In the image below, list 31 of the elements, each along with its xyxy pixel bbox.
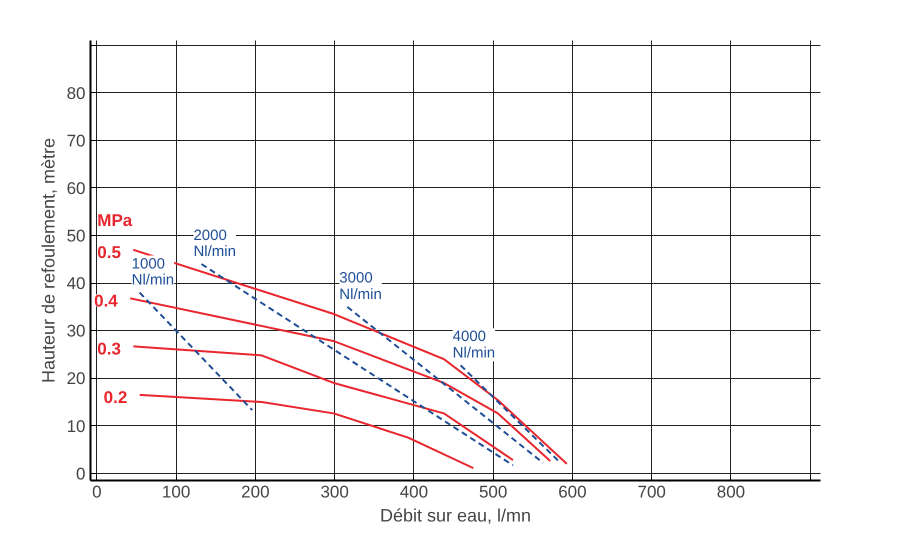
x-tick-label: 100 <box>162 482 190 502</box>
y-axis-title: Hauteur de refoulement, mètre <box>38 138 59 384</box>
annotation: MPa <box>97 210 133 230</box>
x-tick-label: 500 <box>478 482 508 502</box>
y-tick-label: 80 <box>66 84 86 103</box>
x-tick-label: 400 <box>400 482 428 502</box>
line-series <box>132 345 514 462</box>
y-tick-label: 40 <box>66 274 86 294</box>
y-tick-label: 60 <box>66 178 86 198</box>
x-tick-label: 600 <box>558 482 587 502</box>
y-tick-label: 30 <box>66 322 86 341</box>
series-label: 2000 Nl/min <box>193 226 236 260</box>
x-tick-label: 800 <box>716 482 746 502</box>
series-label: 1000 Nl/min <box>132 255 174 289</box>
x-tick-label: 0 <box>92 482 102 502</box>
series-label: 4000 Nl/min <box>452 328 496 362</box>
y-tick-label: 20 <box>66 369 86 388</box>
line-series <box>138 394 474 470</box>
y-tick-label: 70 <box>66 131 86 150</box>
series-label: 3000 Nl/min <box>339 270 382 303</box>
x-tick-label: 200 <box>241 482 270 502</box>
series-label: 0.4 <box>94 291 118 310</box>
y-tick-label: 10 <box>66 416 86 436</box>
x-tick-label: 300 <box>320 482 349 502</box>
y-tick-label: 50 <box>66 226 86 246</box>
series-label: 0.2 <box>104 388 128 407</box>
series-label: 0.5 <box>97 242 121 262</box>
series-label: 0.3 <box>97 339 121 358</box>
x-tick-label: 700 <box>637 482 666 502</box>
y-tick-label: 0 <box>76 464 86 484</box>
x-axis-title: Débit sur eau, l/mn <box>380 506 532 526</box>
